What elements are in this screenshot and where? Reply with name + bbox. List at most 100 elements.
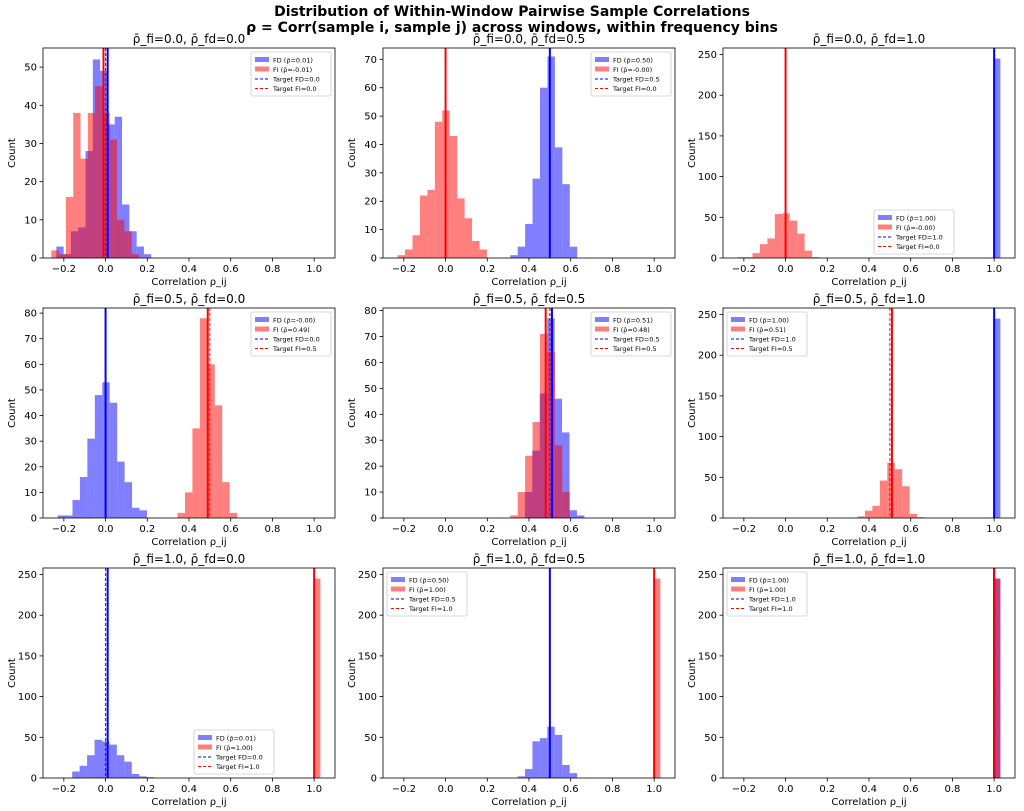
histogram-bar-fi xyxy=(879,480,888,518)
y-tick-label: 80 xyxy=(364,306,377,317)
y-tick-label: 200 xyxy=(698,91,717,102)
plot-area xyxy=(57,308,238,518)
y-tick-label: 20 xyxy=(364,462,377,473)
legend-entry-target-fi: Target FI=1.0 xyxy=(198,763,260,771)
histogram-bar-fi xyxy=(222,482,230,518)
legend-swatch xyxy=(595,317,609,322)
legend-swatch xyxy=(595,57,609,62)
x-tick-label: 1.0 xyxy=(306,524,322,535)
histogram-bar-fi xyxy=(405,249,413,258)
legend-swatch xyxy=(255,57,269,62)
histogram-bar-fd xyxy=(993,58,1001,258)
histogram-bar-fi xyxy=(229,512,238,518)
histogram-bar-fi xyxy=(479,249,487,258)
histogram-bar-fd xyxy=(109,402,118,518)
x-tick-label: 0.4 xyxy=(861,784,877,795)
x-tick-label: 0.4 xyxy=(181,784,197,795)
legend-entry-fi: FI (ρ̄=0.49) xyxy=(255,326,310,334)
histogram-bar-fd xyxy=(517,246,526,258)
x-tick-label: 0.0 xyxy=(438,784,454,795)
histogram-bar-fi xyxy=(95,86,103,258)
y-tick-label: 70 xyxy=(24,334,37,345)
histogram-bar-fi xyxy=(65,196,74,258)
plot-area xyxy=(72,568,321,778)
histogram-bar-fd xyxy=(532,741,540,778)
histogram-bar-fi xyxy=(434,121,443,258)
histogram-bar-fi xyxy=(109,139,118,258)
histogram-bar-fi xyxy=(993,578,1001,778)
legend-entry-target-fd: Target FD=0.5 xyxy=(391,595,456,603)
x-tick-label: 0.0 xyxy=(438,264,454,275)
panel-title: ρ̄_fi=0.0, ρ̄_fd=1.0 xyxy=(813,32,926,46)
histogram-bar-fi xyxy=(902,486,910,518)
panel-title: ρ̄_fi=0.0, ρ̄_fd=0.0 xyxy=(133,32,246,46)
histogram-bar-fi xyxy=(767,238,775,258)
y-tick-label: 50 xyxy=(704,473,717,484)
histogram-bar-fi xyxy=(192,428,200,518)
legend: FD (ρ̄=0.51) FI (ρ̄=0.48)Target FD=0.5 Tar… xyxy=(590,311,672,357)
histogram-bar-fi xyxy=(737,257,746,258)
histogram-bar-fi xyxy=(532,422,541,518)
x-tick-label: 0.2 xyxy=(139,784,155,795)
legend-label: FD (ρ̄=0.50) xyxy=(613,56,653,64)
legend: FD (ρ̄=-0.00) FI (ρ̄=0.49)Target FD=0.0 Ta… xyxy=(250,311,332,357)
histogram-bar-fi xyxy=(449,135,458,258)
legend-entry-fd: FD (ρ̄=0.51) xyxy=(595,316,653,324)
legend: FD (ρ̄=1.00) FI (ρ̄=0.51)Target FD=1.0 Tar… xyxy=(726,311,808,357)
histogram-bar-fd xyxy=(139,510,147,518)
x-tick-label: 0.6 xyxy=(903,524,919,535)
x-tick-label: 0.2 xyxy=(139,524,155,535)
histogram-bar-fd xyxy=(554,734,563,778)
legend-entry-fd: FD (ρ̄=1.00) xyxy=(731,576,789,584)
histogram-bar-fd xyxy=(993,318,1001,518)
histogram-bar-fi xyxy=(80,158,88,258)
histogram-bar-fd xyxy=(94,739,102,778)
histogram-panel-3: −0.2 0.0 0.2 0.4 0.6 0.8 1.0 0 50 100 150 200 250 Cor… xyxy=(687,32,1016,288)
histogram-bar-fi xyxy=(464,218,473,258)
legend-label: Target FD=0.5 xyxy=(612,75,660,83)
histogram-bar-fd xyxy=(131,773,140,778)
plot-area xyxy=(397,48,578,258)
y-tick-label: 20 xyxy=(364,197,377,208)
y-tick-label: 250 xyxy=(698,310,717,321)
legend-entry-fd: FD (ρ̄=0.50) xyxy=(595,56,653,64)
y-tick-label: 100 xyxy=(698,432,717,443)
legend-entry-target-fd: Target FD=1.0 xyxy=(731,335,796,343)
x-tick-label: 0.4 xyxy=(521,264,537,275)
x-tick-label: 0.6 xyxy=(223,784,239,795)
y-tick-label: 10 xyxy=(24,215,37,226)
legend-entry-target-fi: Target FI=1.0 xyxy=(391,605,453,613)
legend-entry-target-fd: Target FD=0.0 xyxy=(255,75,320,83)
histogram-bar-fd xyxy=(114,116,123,258)
legend-entry-target-fi: Target FI=1.0 xyxy=(731,605,793,613)
histogram-bar-fi xyxy=(909,513,918,518)
y-axis-label: Count xyxy=(7,658,18,688)
legend-entry-fi: FI (ρ̄=0.51) xyxy=(731,326,786,334)
histogram-bar-fi xyxy=(804,250,813,258)
y-tick-label: 10 xyxy=(364,225,377,236)
histogram-bar-fi xyxy=(73,112,81,258)
legend-swatch xyxy=(731,326,745,332)
y-tick-label: 50 xyxy=(704,733,717,744)
legend-entry-target-fi: Target FI=0.0 xyxy=(255,85,317,93)
x-tick-label: 0.2 xyxy=(819,784,835,795)
histogram-bar-fd xyxy=(539,738,548,778)
x-tick-label: −0.2 xyxy=(52,524,76,535)
x-tick-label: 1.0 xyxy=(986,784,1002,795)
histogram-bar-fd xyxy=(139,776,147,778)
histogram-bar-fi xyxy=(177,512,185,518)
panel-title: ρ̄_fi=1.0, ρ̄_fd=0.0 xyxy=(133,552,246,566)
x-tick-label: 0.4 xyxy=(861,524,877,535)
y-tick-label: 20 xyxy=(24,177,37,188)
y-tick-label: 250 xyxy=(358,570,377,581)
legend-label: Target FI=0.0 xyxy=(895,243,940,251)
y-tick-label: 100 xyxy=(698,172,717,183)
y-tick-label: 40 xyxy=(364,140,377,151)
panel-title: ρ̄_fi=0.5, ρ̄_fd=0.5 xyxy=(473,292,586,306)
legend-swatch xyxy=(731,317,745,322)
y-axis-label: Count xyxy=(7,398,18,428)
x-tick-label: −0.2 xyxy=(52,784,76,795)
histogram-bar-fd xyxy=(517,776,525,778)
y-axis-label: Count xyxy=(347,398,358,428)
legend-entry-target-fi: Target FI=0.0 xyxy=(595,85,657,93)
